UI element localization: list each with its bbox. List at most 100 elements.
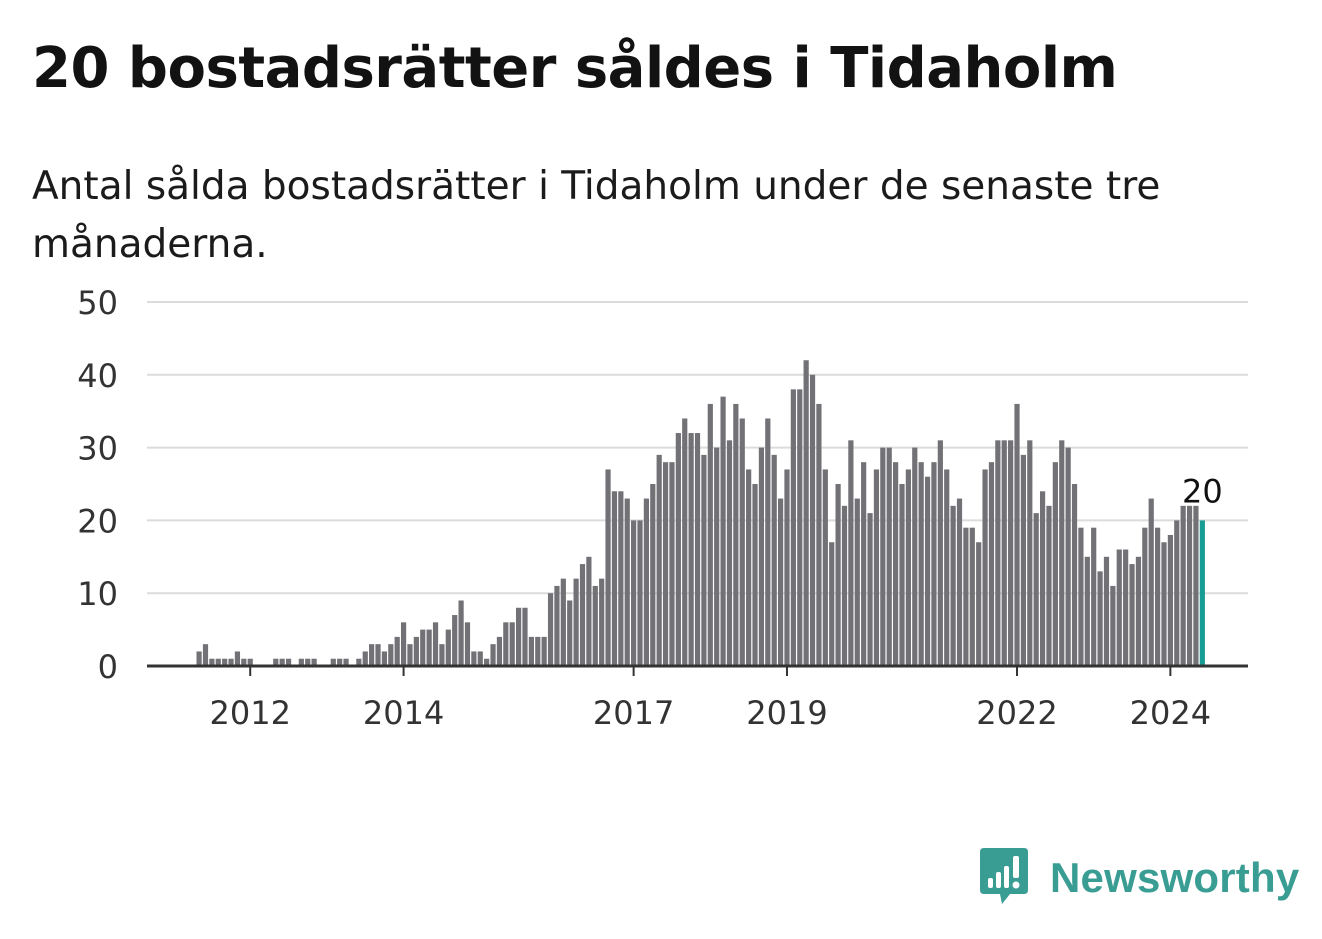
x-tick-label: 2014 — [363, 694, 444, 732]
bar — [381, 651, 388, 666]
bar — [937, 440, 943, 666]
brand-logo[interactable]: Newsworthy — [980, 848, 1299, 908]
bar — [522, 607, 528, 666]
bar — [1052, 462, 1058, 666]
bar — [535, 636, 541, 666]
bar — [656, 454, 662, 666]
bar — [905, 469, 911, 666]
bar — [567, 600, 573, 666]
bar — [995, 440, 1001, 666]
bar — [573, 578, 579, 666]
x-tick-label: 2019 — [746, 694, 827, 732]
bar — [1014, 403, 1020, 666]
bar — [285, 658, 292, 666]
bar — [516, 607, 522, 666]
bar — [841, 505, 848, 666]
bar — [273, 658, 279, 666]
bar — [969, 527, 975, 666]
grid-lines — [147, 301, 1248, 595]
bar — [873, 469, 880, 666]
bar — [1065, 447, 1071, 666]
bar — [733, 403, 739, 666]
bar — [624, 498, 630, 666]
bar — [675, 433, 681, 666]
bar — [822, 469, 828, 666]
bar — [637, 520, 643, 666]
bar — [1142, 527, 1148, 666]
bar — [746, 469, 752, 666]
bar — [618, 491, 624, 666]
bar — [924, 476, 931, 666]
highlight-bar — [1199, 520, 1205, 666]
bar — [1110, 585, 1116, 666]
x-tick-label: 2012 — [210, 694, 291, 732]
bar — [1084, 556, 1090, 666]
bar — [541, 636, 547, 666]
bar — [1161, 542, 1167, 666]
bar — [298, 658, 304, 666]
bar — [1059, 440, 1065, 666]
bar — [362, 651, 368, 666]
bar — [912, 447, 918, 666]
bar — [688, 433, 694, 666]
bar — [1008, 440, 1014, 666]
bar — [771, 454, 777, 666]
bar — [765, 418, 771, 666]
bar — [599, 578, 605, 666]
bar — [464, 622, 471, 666]
bar — [886, 447, 892, 666]
bar — [777, 498, 784, 666]
bar — [809, 374, 816, 666]
bar — [976, 542, 982, 666]
bar — [247, 658, 253, 666]
bar — [579, 564, 586, 666]
bar — [445, 629, 451, 666]
bar — [816, 403, 822, 666]
bar — [432, 622, 439, 666]
bar — [1155, 527, 1161, 666]
bar — [528, 636, 534, 666]
bar — [893, 462, 899, 666]
bar — [311, 658, 317, 666]
bar — [988, 462, 995, 666]
bar — [369, 644, 375, 666]
bar — [356, 658, 362, 666]
bar — [944, 469, 950, 666]
bar — [931, 462, 937, 666]
y-tick-label: 0 — [98, 648, 118, 686]
bar — [458, 600, 464, 666]
bar — [337, 658, 343, 666]
bar — [1129, 564, 1135, 666]
y-tick-label: 10 — [77, 575, 118, 613]
bar — [477, 651, 483, 666]
bar — [1174, 520, 1180, 666]
bar — [707, 403, 713, 666]
bar — [586, 556, 592, 666]
bar — [509, 622, 515, 666]
bar — [963, 527, 969, 666]
bar — [714, 447, 720, 666]
bar — [899, 484, 905, 666]
bar — [215, 658, 221, 666]
bar — [1123, 549, 1129, 666]
bar — [611, 491, 618, 666]
bar — [554, 585, 560, 666]
brand-name: Newsworthy — [1050, 854, 1300, 901]
bar — [701, 454, 707, 666]
bar — [1027, 440, 1033, 666]
bar — [726, 440, 733, 666]
bar — [388, 644, 394, 666]
bar — [592, 585, 598, 666]
bar — [420, 629, 426, 666]
bar — [835, 484, 841, 666]
bar — [1020, 454, 1027, 666]
bar — [1148, 498, 1154, 666]
bar — [1071, 484, 1078, 666]
chart-title: 20 bostadsrätter såldes i Tidaholm — [32, 36, 1118, 101]
bar — [720, 396, 726, 666]
bar — [196, 651, 202, 666]
bar — [1046, 505, 1052, 666]
bar — [305, 658, 311, 666]
bar — [694, 433, 701, 666]
bar — [202, 644, 209, 666]
